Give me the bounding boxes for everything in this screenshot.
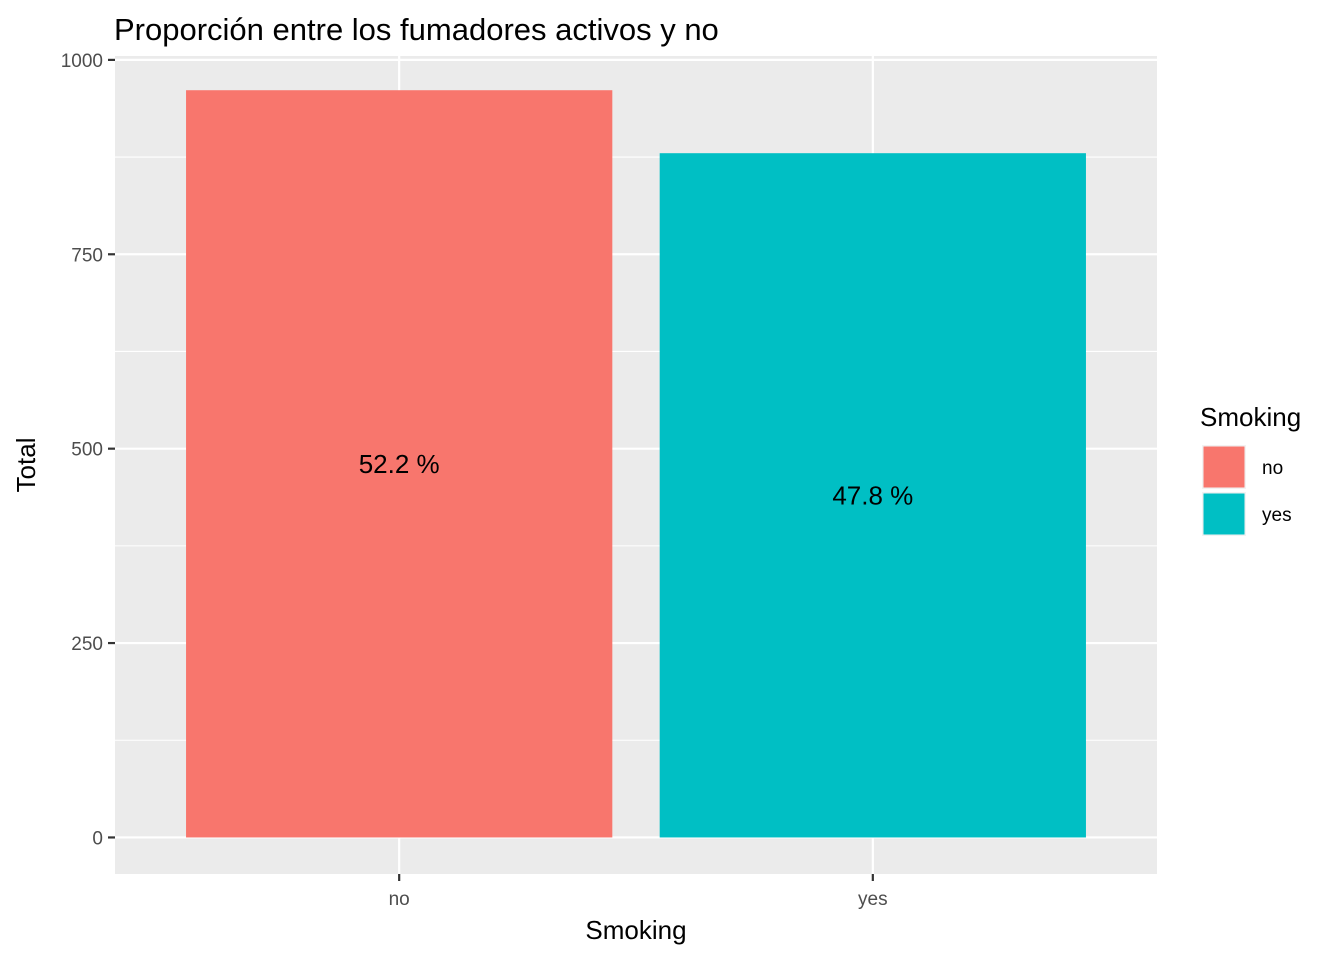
legend-swatch-no xyxy=(1203,446,1245,488)
x-tick-label: yes xyxy=(858,889,888,910)
y-tick-label: 250 xyxy=(71,634,103,655)
data-labels: 52.2 % 47.8 % xyxy=(359,449,914,510)
x-tick-label: no xyxy=(389,889,410,910)
bar-no xyxy=(186,90,613,838)
x-axis-title: Smoking xyxy=(585,915,686,945)
chart-title: Proporción entre los fumadores activos y… xyxy=(114,12,719,47)
y-axis-title: Total xyxy=(11,438,41,493)
y-axis: 0 250 500 750 1000 xyxy=(61,51,115,849)
legend-swatch-yes xyxy=(1203,493,1245,535)
data-label-no: 52.2 % xyxy=(359,449,440,479)
y-tick-label: 500 xyxy=(71,440,103,461)
legend-label-no: no xyxy=(1262,458,1283,479)
bar-yes xyxy=(659,153,1086,838)
y-tick-label: 750 xyxy=(71,245,103,266)
legend-title: Smoking xyxy=(1200,402,1301,432)
y-tick-label: 0 xyxy=(92,828,103,849)
x-axis: no yes xyxy=(389,874,888,910)
data-label-yes: 47.8 % xyxy=(832,480,913,510)
y-tick-label: 1000 xyxy=(61,51,103,72)
legend-label-yes: yes xyxy=(1262,505,1292,526)
bars xyxy=(186,90,1086,838)
legend: Smoking no yes xyxy=(1200,402,1301,536)
